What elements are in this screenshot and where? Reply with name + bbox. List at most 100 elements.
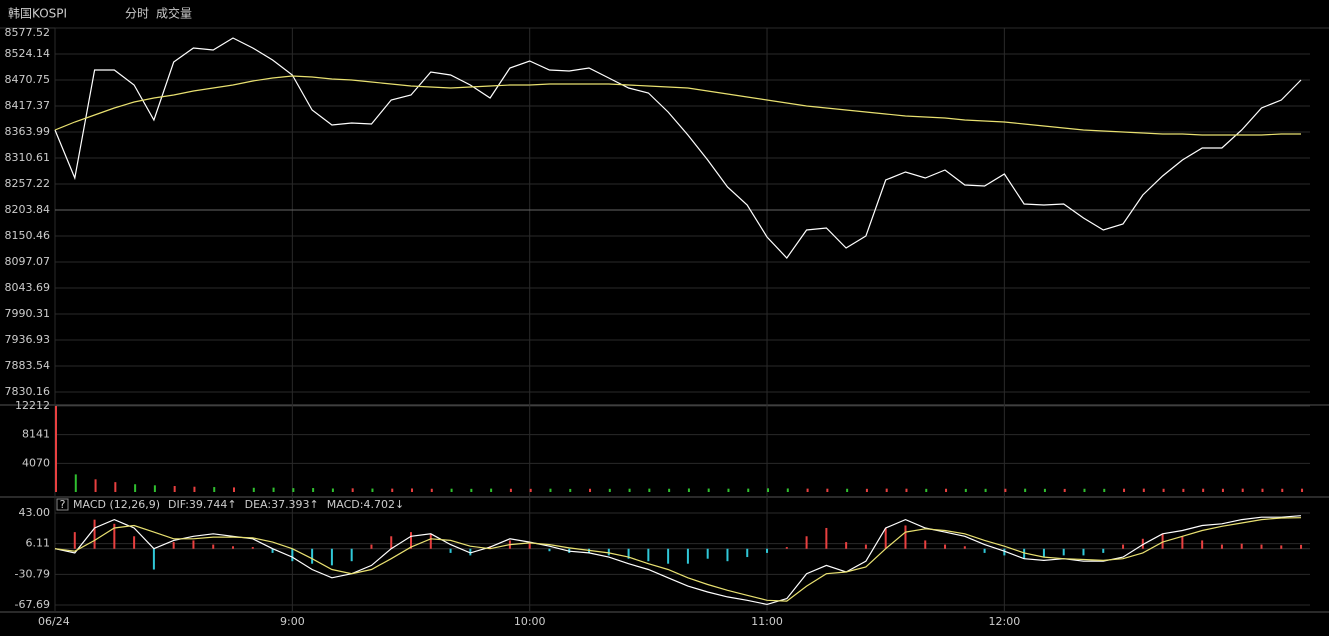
y-tick-label: -30.79 (15, 567, 50, 580)
volume-bar (292, 488, 295, 492)
volume-bar (1004, 488, 1007, 492)
y-tick-label: 8141 (22, 428, 50, 441)
y-tick-label: 8203.84 (5, 203, 51, 216)
y-tick-label: 6.11 (26, 537, 51, 550)
x-tick-label: 12:00 (989, 615, 1021, 628)
volume-bar (134, 484, 137, 492)
series-line (54, 515, 1302, 606)
volume-bar (1142, 488, 1145, 492)
volume-bar (767, 488, 770, 492)
y-tick-label: 7936.93 (5, 333, 51, 346)
volume-bar (1261, 488, 1264, 492)
volume-bar (589, 488, 592, 492)
volume-bar (727, 488, 730, 492)
volume-bar (964, 488, 967, 492)
legend-label: DIF:39.744↑ (168, 498, 237, 511)
y-tick-label: 7990.31 (5, 307, 51, 320)
legend-label: DEA:37.393↑ (245, 498, 319, 511)
macd-title: MACD (12,26,9) (73, 498, 160, 511)
volume-bar (272, 487, 275, 492)
help-box[interactable] (56, 498, 69, 511)
volume-bar (1043, 488, 1046, 492)
volume-bar (74, 474, 77, 492)
volume-bar (450, 488, 453, 492)
volume-bar (668, 488, 671, 492)
volume-bar (153, 485, 156, 492)
volume-bar (391, 488, 394, 492)
volume-bar (1162, 488, 1165, 492)
volume-bar (945, 488, 948, 492)
volume-bar (233, 487, 236, 492)
volume-bar (1123, 488, 1126, 492)
volume-bar (905, 488, 908, 492)
volume-bar (1221, 488, 1224, 492)
y-tick-label: 7830.16 (5, 385, 51, 398)
legend-label: MACD:4.702↓ (327, 498, 404, 511)
volume-bar (1063, 488, 1066, 492)
x-tick-label: 10:00 (514, 615, 546, 628)
volume-bar (509, 488, 512, 492)
y-tick-label: 43.00 (19, 506, 51, 519)
volume-bar (470, 488, 473, 492)
volume-bar (193, 486, 196, 492)
volume-bar (213, 487, 216, 492)
volume-bar (846, 488, 849, 492)
tab[interactable]: 成交量 (156, 6, 192, 21)
volume-bar (826, 488, 829, 492)
volume-bar (865, 488, 868, 492)
volume-bar (747, 488, 750, 492)
volume-bar (707, 488, 710, 492)
volume-bar (687, 488, 690, 492)
x-tick-label: 9:00 (280, 615, 305, 628)
y-tick-label: 8257.22 (5, 177, 51, 190)
volume-bar (430, 488, 433, 492)
volume-bar (786, 488, 789, 492)
y-tick-label: 8310.61 (5, 151, 51, 164)
volume-bar (1024, 488, 1027, 492)
volume-bar (1281, 488, 1284, 492)
volume-bar (173, 486, 176, 492)
volume-bar (984, 488, 987, 492)
volume-bar (1202, 488, 1205, 492)
y-tick-label: 7883.54 (5, 359, 51, 372)
chart-title: 韩国KOSPI (8, 6, 67, 21)
volume-bar (371, 488, 374, 492)
volume-bar (411, 488, 414, 492)
volume-bar (1241, 488, 1244, 492)
volume-bar (925, 488, 928, 492)
volume-bar (351, 488, 354, 492)
tab[interactable]: 分时 (125, 7, 149, 21)
volume-bar (885, 488, 888, 492)
series-line (54, 517, 1302, 602)
y-tick-label: 8097.07 (5, 255, 51, 268)
y-tick-label: 8417.37 (5, 99, 51, 112)
volume-bar (806, 488, 809, 492)
volume-bar (1103, 488, 1106, 492)
volume-bar (312, 488, 315, 492)
y-tick-label: 8043.69 (5, 281, 51, 294)
series-line (54, 37, 1302, 259)
series-line (54, 75, 1301, 136)
y-tick-label: 8524.14 (5, 47, 51, 60)
y-tick-label: 8150.46 (5, 229, 51, 242)
y-tick-label: 4070 (22, 456, 50, 469)
volume-bar (55, 406, 57, 492)
volume-bar (1301, 488, 1304, 492)
volume-bar (569, 488, 572, 492)
y-tick-label: 8577.52 (5, 26, 51, 39)
volume-bar (1083, 488, 1086, 492)
volume-bar (529, 488, 532, 492)
volume-bar (1182, 488, 1185, 492)
x-tick-label: 06/24 (38, 615, 70, 628)
help-icon[interactable]: ? (60, 498, 66, 511)
volume-bar (648, 488, 651, 492)
y-tick-label: 8363.99 (5, 125, 51, 138)
y-tick-label: -67.69 (15, 598, 50, 611)
x-tick-label: 11:00 (751, 615, 783, 628)
volume-bar (94, 479, 97, 492)
volume-bar (490, 488, 493, 492)
volume-bar (331, 488, 334, 492)
volume-bar (114, 482, 117, 492)
y-tick-label: 8470.75 (5, 73, 51, 86)
